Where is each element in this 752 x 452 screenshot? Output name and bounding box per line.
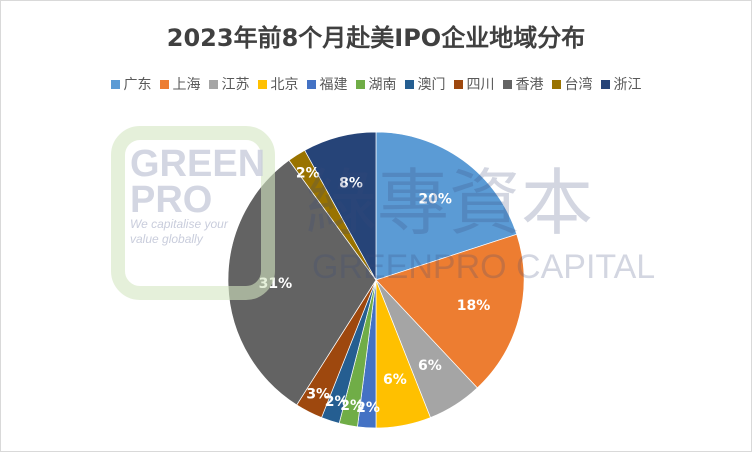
legend-item: 上海 [159, 74, 201, 94]
legend-item: 香港 [502, 74, 544, 94]
legend-label: 湖南 [368, 77, 397, 93]
legend-label: 福建 [319, 77, 348, 93]
data-label: 6% [383, 372, 407, 388]
data-label: 2% [356, 400, 380, 416]
data-label: 2% [325, 394, 349, 410]
data-label: 2% [340, 398, 364, 414]
legend-swatch [208, 79, 218, 89]
pie-slice-广东 [375, 131, 518, 281]
data-label: 31% [259, 276, 293, 292]
legend-swatch [306, 79, 316, 89]
pie-slice-上海 [375, 233, 525, 389]
pie-slice-浙江 [304, 131, 377, 281]
data-label: 20% [418, 192, 452, 208]
legend: 广东 上海 江苏 北京 福建 湖南 澳门 四川 香港 台湾 浙江 [0, 74, 752, 94]
legend-item: 江苏 [208, 74, 250, 94]
legend-item: 湖南 [355, 74, 397, 94]
data-label: 3% [306, 386, 330, 402]
legend-item: 广东 [110, 74, 152, 94]
data-label: 8% [339, 176, 363, 192]
legend-label: 四川 [466, 77, 495, 93]
legend-label: 浙江 [613, 77, 642, 93]
legend-swatch [453, 79, 463, 89]
legend-label: 澳门 [417, 77, 446, 93]
legend-label: 上海 [172, 77, 201, 93]
legend-swatch [502, 79, 512, 89]
legend-item: 浙江 [600, 74, 642, 94]
legend-label: 香港 [515, 77, 544, 93]
legend-swatch [600, 79, 610, 89]
legend-item: 四川 [453, 74, 495, 94]
legend-label: 广东 [123, 77, 152, 93]
data-label: 2% [296, 166, 320, 182]
legend-label: 江苏 [221, 77, 250, 93]
legend-swatch [551, 79, 561, 89]
legend-item: 台湾 [551, 74, 593, 94]
legend-item: 澳门 [404, 74, 446, 94]
legend-label: 台湾 [564, 77, 593, 93]
legend-swatch [404, 79, 414, 89]
legend-swatch [355, 79, 365, 89]
legend-item: 福建 [306, 74, 348, 94]
data-label: 18% [457, 298, 491, 314]
legend-label: 北京 [270, 77, 299, 93]
legend-swatch [257, 79, 267, 89]
legend-item: 北京 [257, 74, 299, 94]
data-label: 6% [418, 358, 442, 374]
legend-swatch [110, 79, 120, 89]
legend-swatch [159, 79, 169, 89]
chart-title: 2023年前8个月赴美IPO企业地域分布 [166, 24, 586, 52]
